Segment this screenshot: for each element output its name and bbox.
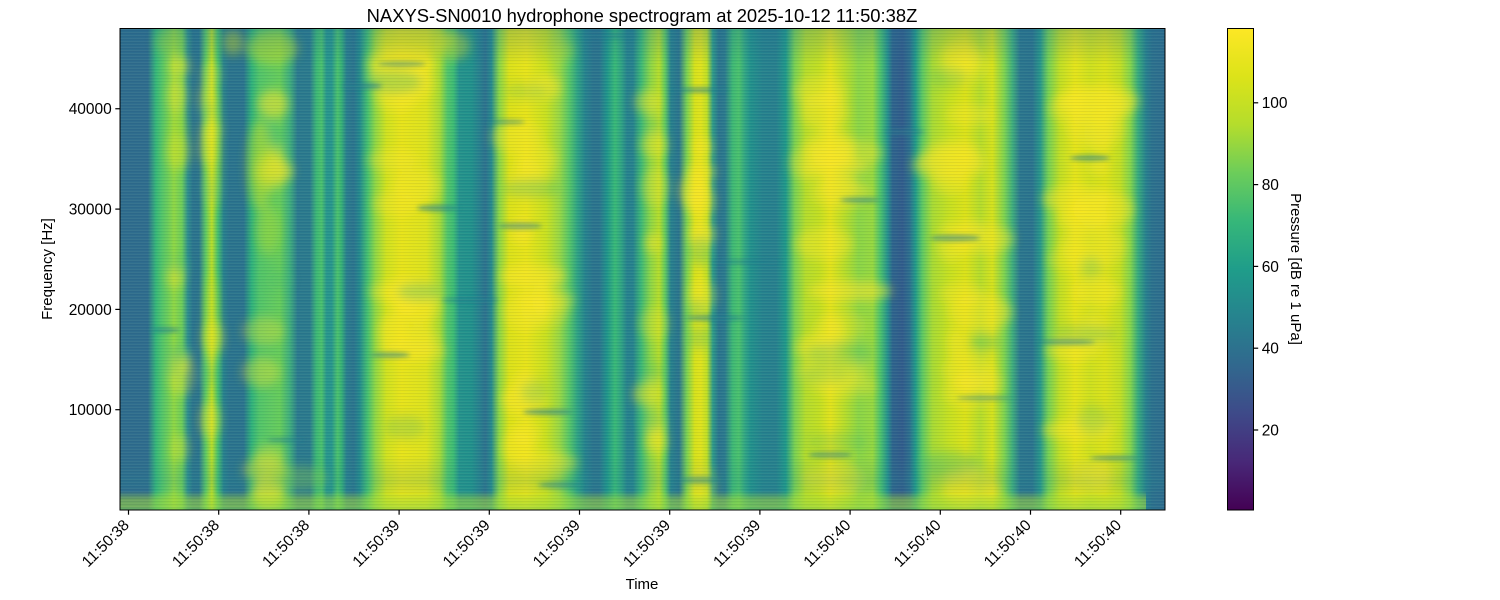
svg-text:40: 40 xyxy=(1262,341,1280,358)
svg-text:NAXYS-SN0010 hydrophone spectr: NAXYS-SN0010 hydrophone spectrogram at 2… xyxy=(367,5,918,26)
svg-text:100: 100 xyxy=(1262,95,1288,112)
svg-text:Frequency [Hz]: Frequency [Hz] xyxy=(39,218,56,320)
svg-text:20: 20 xyxy=(1262,422,1280,439)
svg-text:60: 60 xyxy=(1262,259,1280,276)
svg-text:30000: 30000 xyxy=(69,202,112,219)
svg-text:20000: 20000 xyxy=(69,302,112,319)
svg-text:10000: 10000 xyxy=(69,402,112,419)
svg-text:80: 80 xyxy=(1262,177,1280,194)
svg-text:Pressure [dB re 1 uPa]: Pressure [dB re 1 uPa] xyxy=(1287,193,1304,345)
svg-text:40000: 40000 xyxy=(69,101,112,118)
svg-text:Time: Time xyxy=(626,576,659,593)
